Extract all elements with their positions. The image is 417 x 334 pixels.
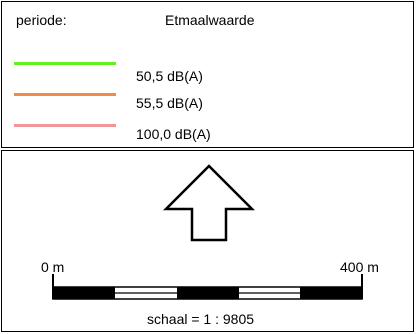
- legend-line-orange: [14, 93, 116, 96]
- periode-label: periode:: [16, 12, 67, 28]
- map-panel: 0 m 400 m schaal = 1 : 9805: [1, 150, 414, 332]
- legend-label-2: 55,5 dB(A): [136, 95, 203, 111]
- scale-bar: [52, 274, 363, 300]
- scale-start-label: 0 m: [41, 259, 65, 275]
- legend-line-green: [14, 62, 116, 65]
- legend-panel: periode: Etmaalwaarde 50,5 dB(A) 55,5 dB…: [1, 1, 414, 148]
- periode-value: Etmaalwaarde: [165, 12, 255, 28]
- legend-label-1: 50,5 dB(A): [136, 68, 203, 84]
- legend-label-3: 100,0 dB(A): [136, 126, 211, 142]
- legend-line-pink: [14, 124, 116, 127]
- north-arrow-icon: [162, 164, 256, 242]
- scale-text: schaal = 1 : 9805: [147, 311, 255, 327]
- scale-end-label: 400 m: [340, 259, 379, 275]
